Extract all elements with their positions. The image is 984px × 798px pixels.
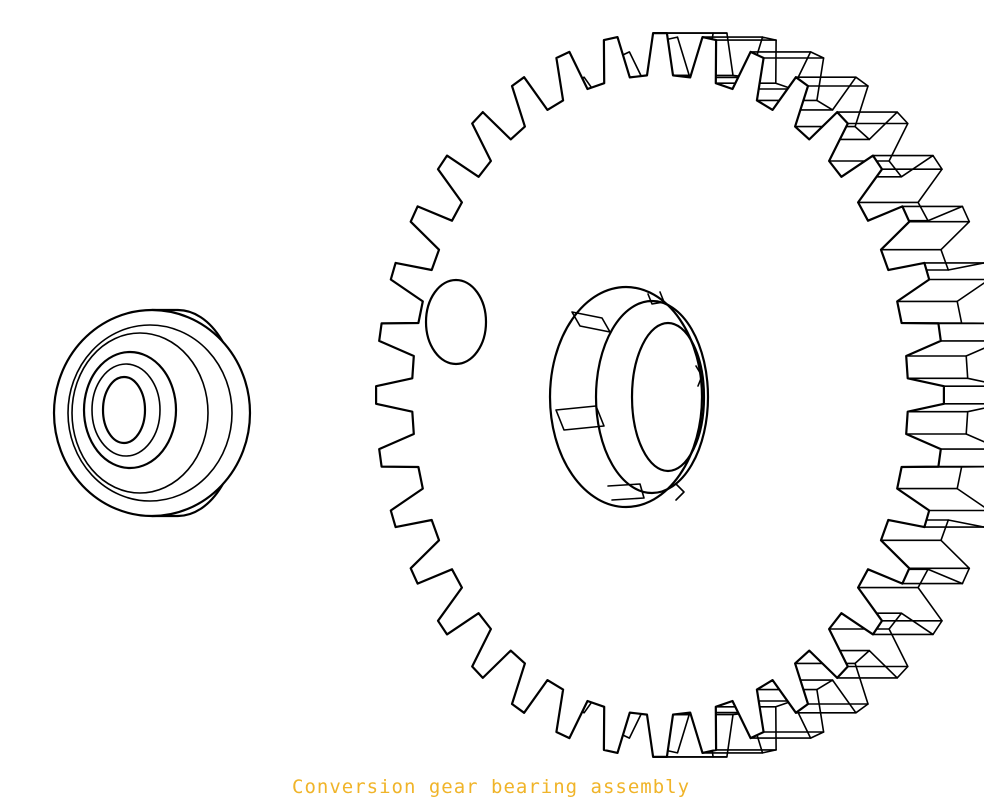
- bearing-seal: [71, 332, 209, 494]
- hub-key-slot-top-right: [647, 291, 665, 305]
- gear-hub-bore: [548, 285, 710, 509]
- ball-bearing: [52, 308, 252, 518]
- hub-key-slot-right: [695, 365, 703, 387]
- bearing-bore: [101, 375, 147, 445]
- hub-bore-outer: [548, 285, 704, 509]
- spur-gear: [375, 32, 984, 758]
- drawing-caption: Conversion gear bearing assembly: [292, 776, 691, 798]
- hub-bore-inner: [630, 321, 706, 473]
- gear-through-hole: [424, 278, 488, 366]
- bearing-inner-ring-step: [91, 363, 161, 457]
- bearing-outer-ring-inner-edge: [67, 324, 233, 502]
- hub-key-slot-bottom-right: [675, 483, 685, 501]
- bearing-inner-ring: [82, 350, 178, 470]
- hub-key-slot-lower: [607, 483, 645, 501]
- gear-front-face: [375, 32, 945, 758]
- hub-key-slot-top: [571, 311, 611, 333]
- hub-bore-step: [594, 299, 710, 495]
- hub-key-slot-bottom: [555, 405, 605, 431]
